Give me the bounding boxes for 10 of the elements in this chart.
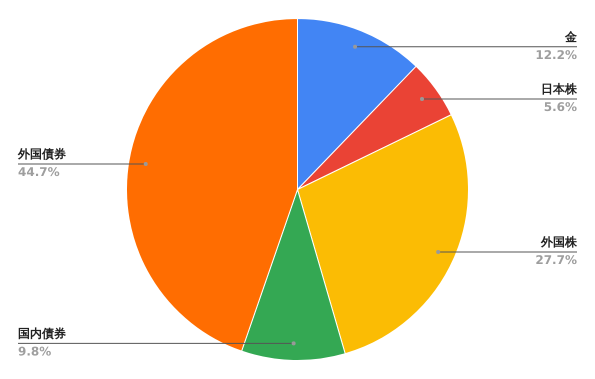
data-label: 5.6% bbox=[544, 100, 577, 114]
data-label: 27.7% bbox=[535, 253, 577, 268]
slice-label: 日本株 bbox=[541, 82, 578, 96]
slice-label: 外国株 bbox=[540, 235, 578, 250]
data-label: 44.7% bbox=[18, 165, 60, 180]
data-label: 12.2% bbox=[535, 48, 577, 62]
data-label: 9.8% bbox=[18, 344, 52, 358]
slice-label: 外国債券 bbox=[17, 147, 67, 162]
slice-label: 国内債券 bbox=[18, 326, 67, 340]
slice-label: 金 bbox=[564, 30, 578, 44]
